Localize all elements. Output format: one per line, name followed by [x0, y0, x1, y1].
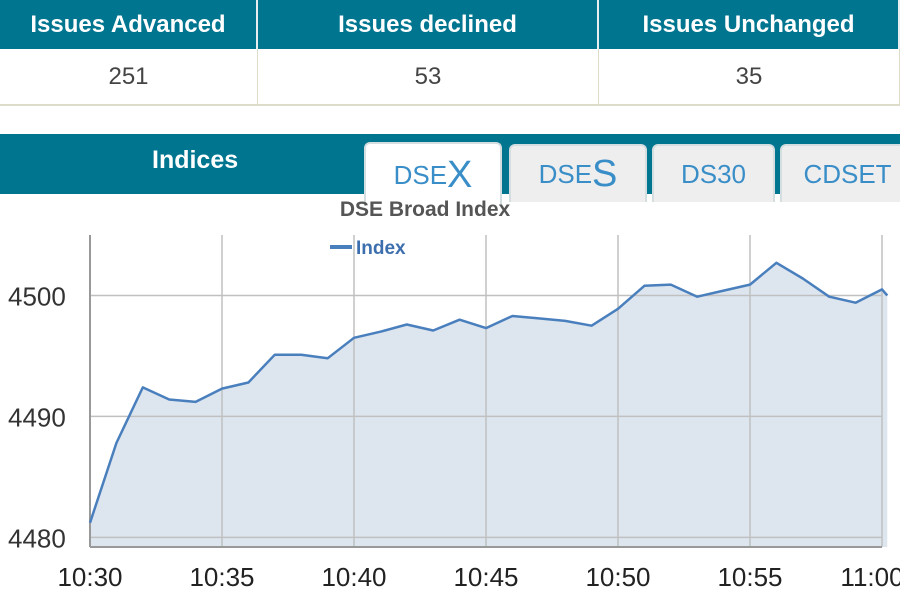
x-tick-label-1100: 11:00: [840, 562, 900, 592]
issues-declined-value: 53: [258, 49, 599, 106]
chart-title: DSE Broad Index: [340, 198, 511, 221]
y-tick-label-4500: 4500: [8, 281, 66, 311]
index-area: [90, 262, 888, 547]
tab-dses[interactable]: DSE S: [509, 144, 647, 202]
market-stats-table: Issues Advanced Issues declined Issues U…: [0, 0, 900, 106]
x-tick-label-1030: 10:30: [57, 562, 122, 592]
tab-dsex-prefix: DSE: [393, 159, 448, 190]
issues-advanced-header: Issues Advanced: [0, 0, 258, 49]
x-tick-label-1050: 10:50: [585, 562, 650, 592]
tab-ds30[interactable]: DS30: [652, 144, 775, 202]
issues-advanced-value: 251: [0, 49, 258, 106]
x-tick-label-1045: 10:45: [453, 562, 518, 592]
tab-dses-prefix: DSE: [538, 158, 593, 189]
tab-dsex[interactable]: DSE X: [364, 142, 502, 206]
issues-declined-header: Issues declined: [258, 0, 599, 49]
y-tick-label-4490: 4490: [8, 402, 66, 432]
stats-value-row: 251 53 35: [0, 49, 900, 106]
indices-label: Indices: [152, 146, 239, 174]
issues-unchanged-header: Issues Unchanged: [599, 0, 900, 49]
tab-dses-suffix: S: [592, 153, 618, 195]
tab-ds30-label: DS30: [680, 158, 747, 189]
x-tick-label-1035: 10:35: [189, 562, 254, 592]
stats-header-row: Issues Advanced Issues declined Issues U…: [0, 0, 900, 49]
tab-dsex-suffix: X: [447, 154, 473, 196]
y-tick-label-4480: 4480: [8, 523, 66, 553]
tab-cdset-label: CDSET: [803, 158, 892, 189]
x-tick-label-1040: 10:40: [321, 562, 386, 592]
x-tick-label-1055: 10:55: [717, 562, 782, 592]
tab-cdset[interactable]: CDSET: [780, 144, 900, 202]
legend-label: Index: [356, 238, 406, 259]
index-line: [88, 261, 889, 524]
